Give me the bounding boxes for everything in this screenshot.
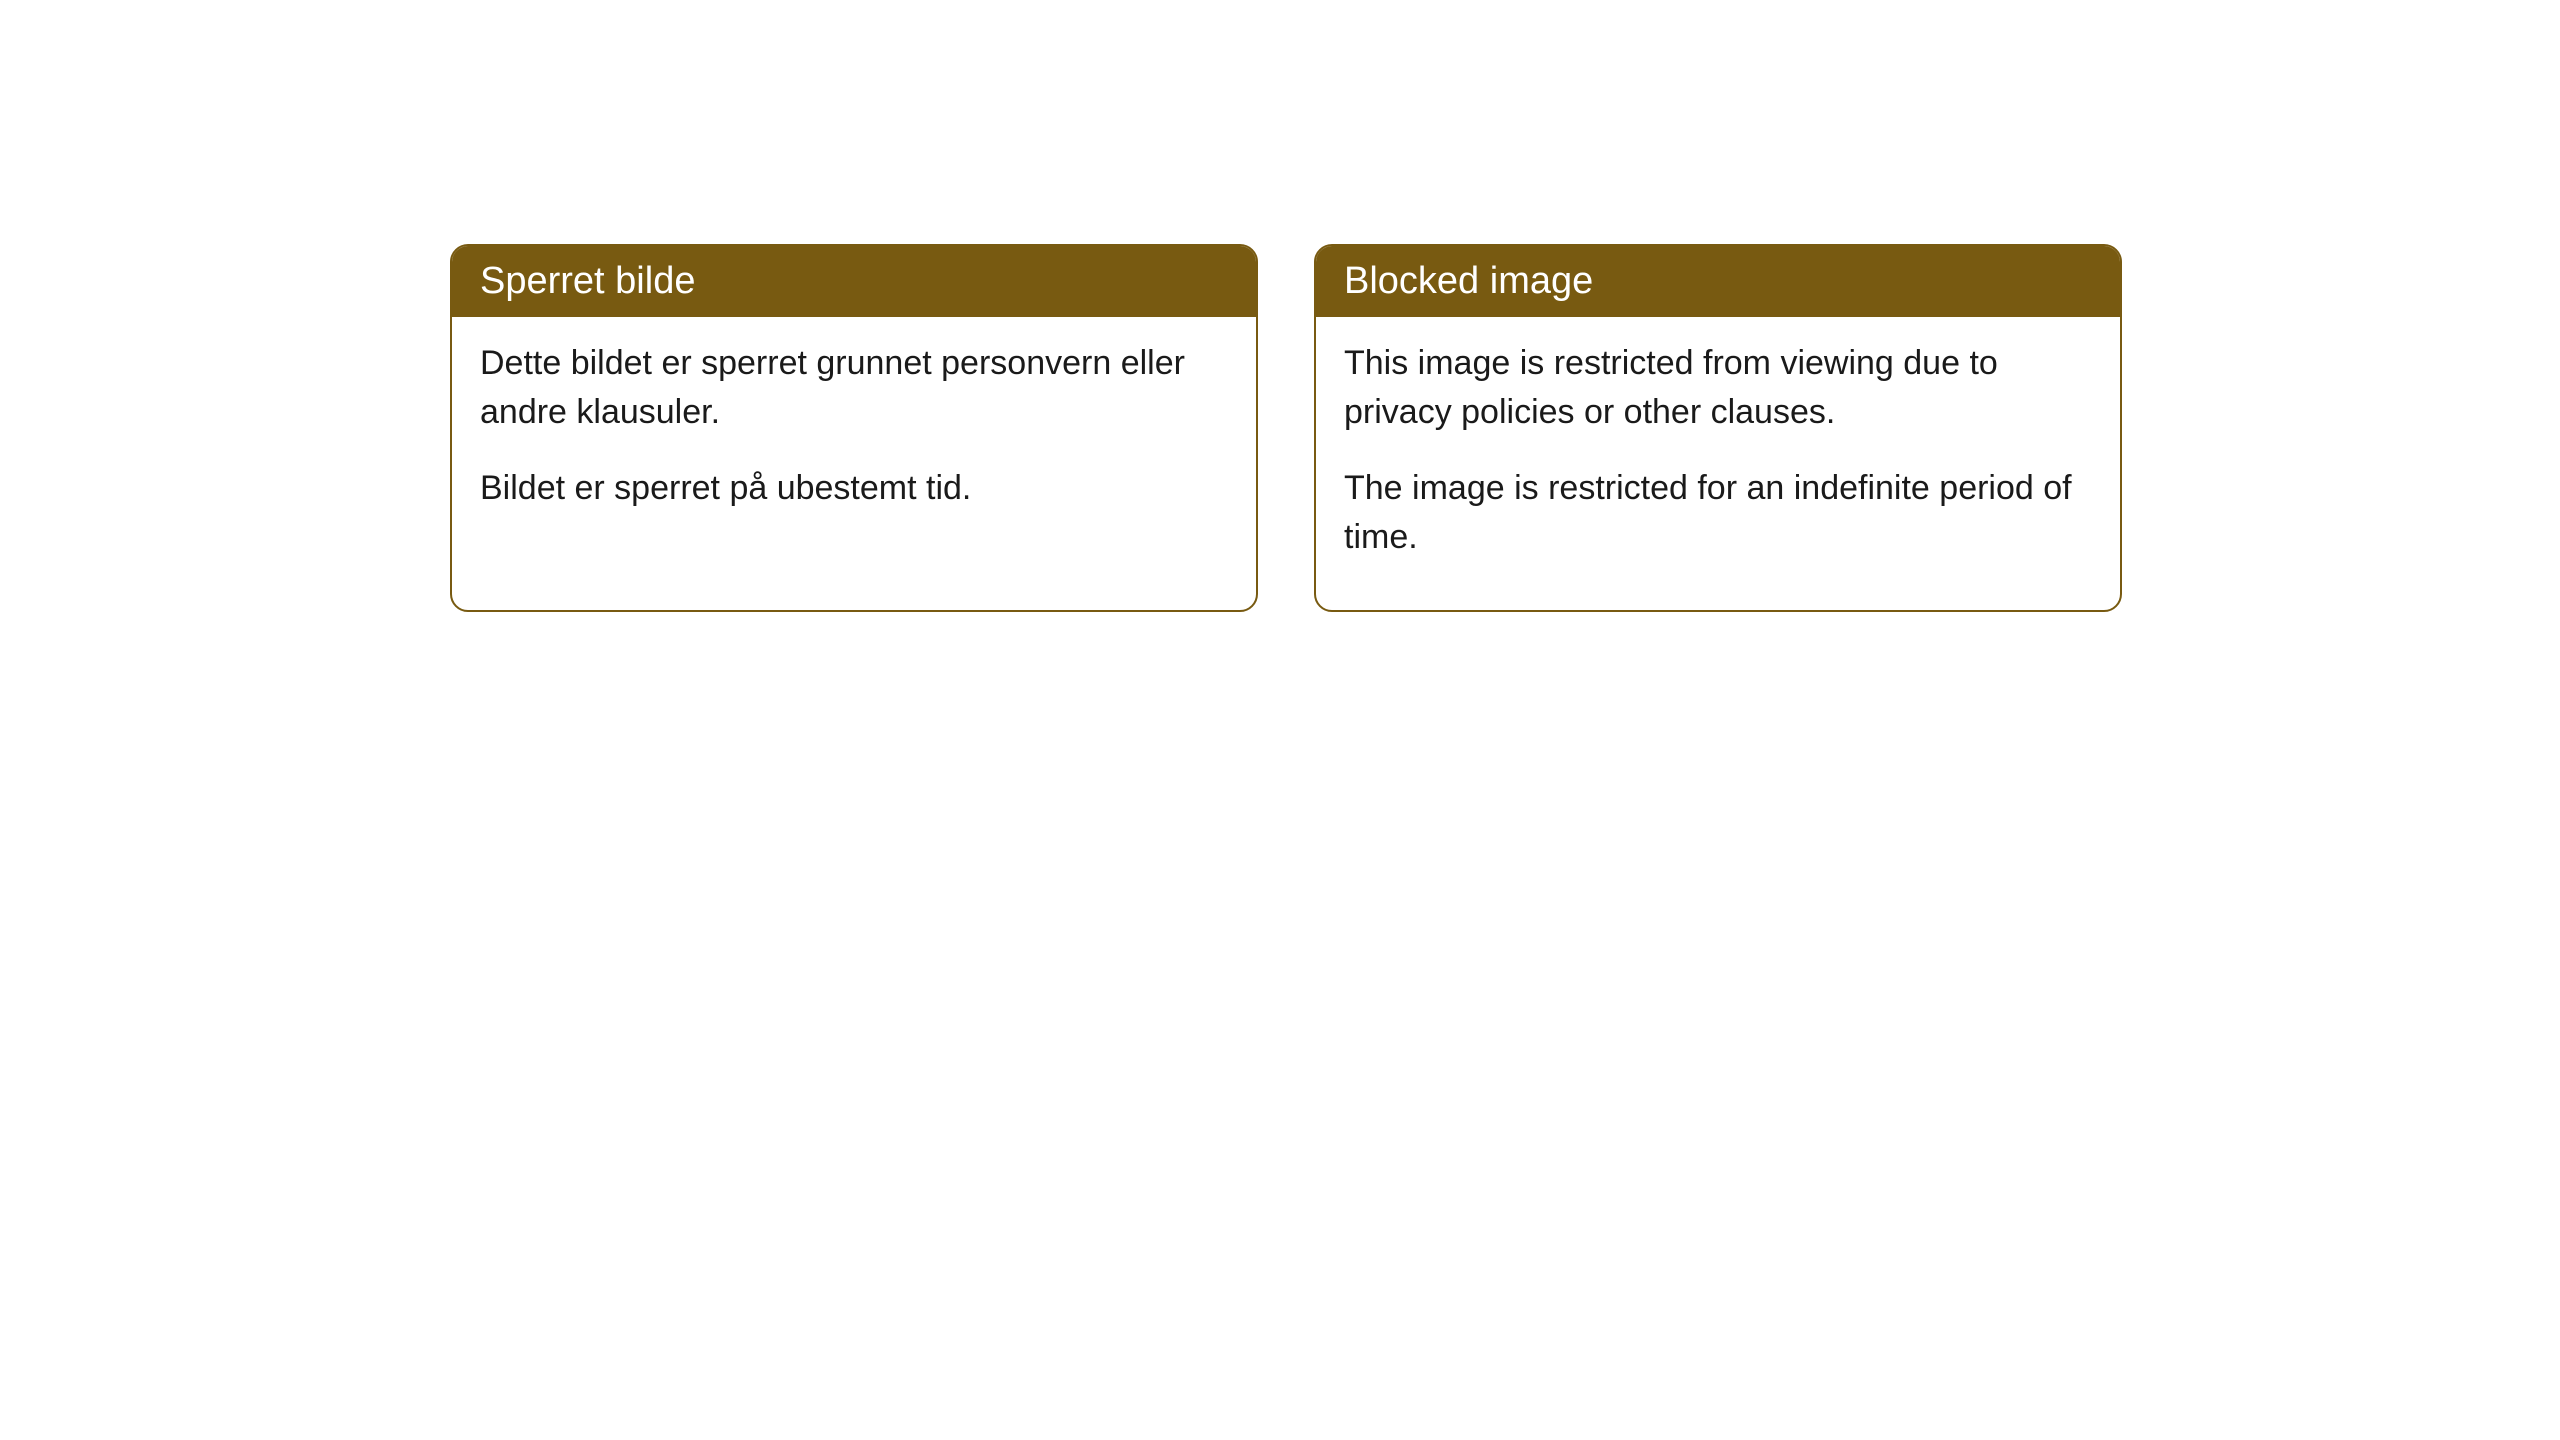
blocked-image-card-norwegian: Sperret bilde Dette bildet er sperret gr… [450,244,1258,612]
card-body: Dette bildet er sperret grunnet personve… [452,317,1256,561]
notice-cards-container: Sperret bilde Dette bildet er sperret gr… [0,0,2560,612]
card-paragraph-2: Bildet er sperret på ubestemt tid. [480,464,1228,513]
card-paragraph-1: This image is restricted from viewing du… [1344,339,2092,438]
card-paragraph-2: The image is restricted for an indefinit… [1344,464,2092,563]
card-title: Blocked image [1344,260,1593,302]
card-body: This image is restricted from viewing du… [1316,317,2120,610]
blocked-image-card-english: Blocked image This image is restricted f… [1314,244,2122,612]
card-paragraph-1: Dette bildet er sperret grunnet personve… [480,339,1228,438]
card-header: Sperret bilde [452,246,1256,317]
card-header: Blocked image [1316,246,2120,317]
card-title: Sperret bilde [480,260,695,302]
